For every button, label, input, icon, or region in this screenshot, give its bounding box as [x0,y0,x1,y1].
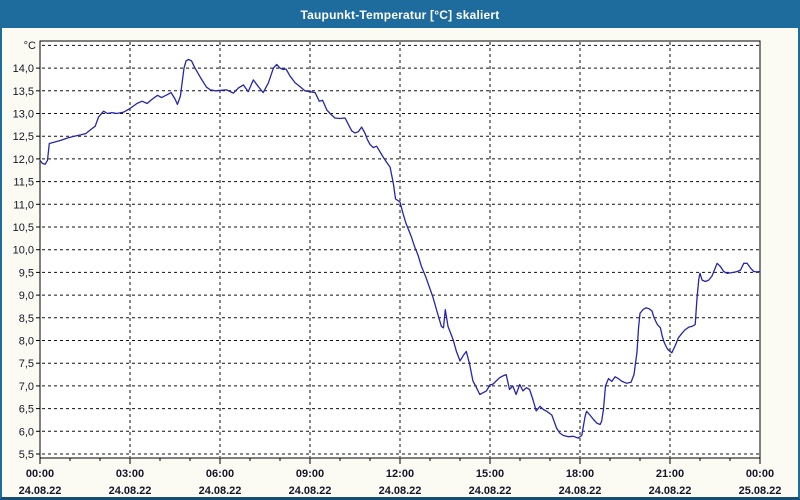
y-tick-label: 8,0 [19,336,34,348]
dewpoint-line-chart: 14,0 13,5 13,0 12,5 12,0 11,5 11,0 10,5 10,0 9,5 9… [13,40,782,497]
y-tick-label: 5,5 [19,449,34,461]
y-tick-label: 10,0 [13,245,34,257]
y-tick-label: 14,0 [13,63,34,75]
y-tick-label: 11,0 [13,199,34,211]
x-tick-date-label: 24.08.22 [199,485,242,497]
x-tick-time-label: 00:00 [26,468,54,480]
x-tick-time-label: 03:00 [116,468,144,480]
x-tick-time-label: 12:00 [386,468,414,480]
y-tick-label: 7,5 [19,358,34,370]
title-bar: Taupunkt-Temperatur [°C] skaliert [2,2,798,28]
series-line-Taupunkt-Temperatur [39,58,761,439]
y-tick-label: 9,5 [19,267,34,279]
y-tick-label: 11,5 [13,177,34,189]
y-axis-labels: 14,0 13,5 13,0 12,5 12,0 11,5 11,0 10,5 10,0 9,5 9… [13,40,40,461]
y-tick-label: 7,0 [19,381,34,393]
x-tick-time-label: 15:00 [476,468,504,480]
y-tick-label: 6,0 [19,426,34,438]
x-tick-time-label: 18:00 [566,468,594,480]
x-tick-time-label: 00:00 [746,468,774,480]
y-tick-label: 12,5 [13,131,34,143]
chart-area: 14,0 13,5 13,0 12,5 12,0 11,5 11,0 10,5 10,0 9,5 9… [2,28,798,497]
x-tick-date-label: 24.08.22 [469,485,512,497]
x-tick-date-label: 24.08.22 [559,485,602,497]
y-tick-label: 8,5 [19,313,34,325]
x-tick-date-label: 24.08.22 [379,485,422,497]
y-tick-label: 10,5 [13,222,34,234]
x-axis-labels: 00:00 24.08.22 03:00 24.08.22 06:00 24.08.22 0… [19,458,782,497]
y-tick-label: 9,0 [19,290,34,302]
y-tick-label: 12,0 [13,154,34,166]
x-tick-date-label: 24.08.22 [649,485,692,497]
y-tick-label: 13,5 [13,86,34,98]
x-tick-date-label: 24.08.22 [109,485,152,497]
x-tick-time-label: 09:00 [296,468,324,480]
x-tick-date-label: 24.08.22 [19,485,62,497]
y-tick-label: 13,0 [13,109,34,121]
x-tick-date-label: 25.08.22 [739,485,782,497]
y-axis-unit-label: °C [24,40,36,52]
x-tick-date-label: 24.08.22 [289,485,332,497]
window-title: Taupunkt-Temperatur [°C] skaliert [300,8,500,22]
y-tick-label: 6,5 [19,404,34,416]
x-tick-time-label: 06:00 [206,468,234,480]
x-tick-time-label: 21:00 [656,468,684,480]
